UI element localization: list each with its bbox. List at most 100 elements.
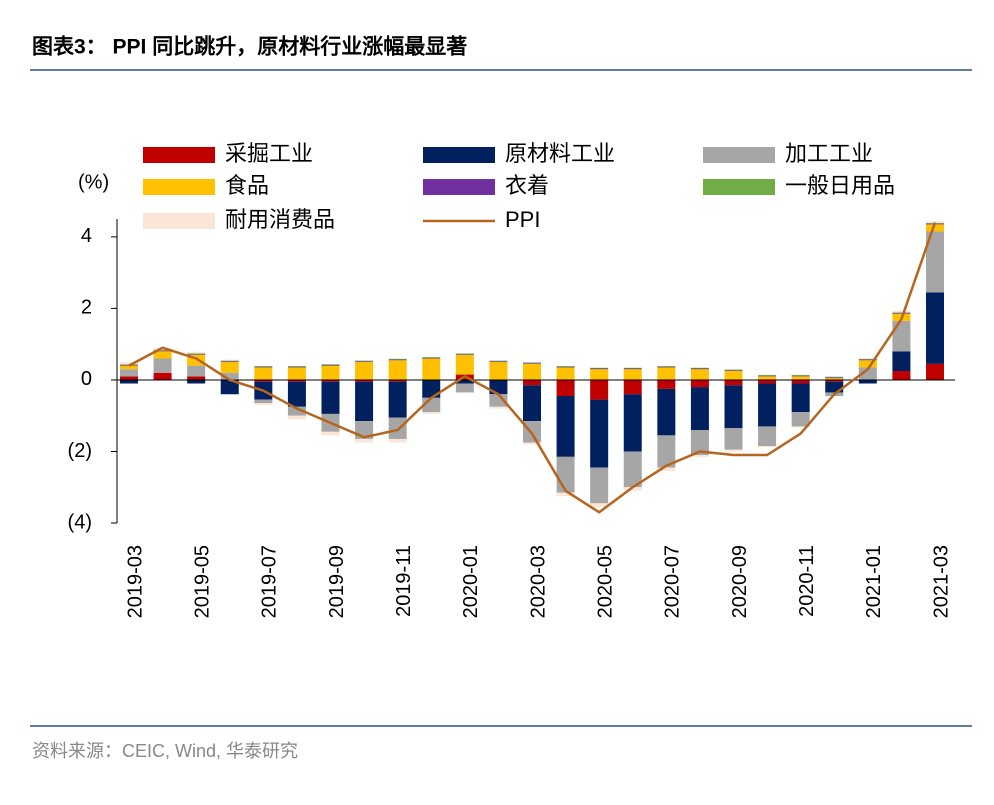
bar-segment xyxy=(455,353,474,355)
bar-segment xyxy=(422,357,441,359)
bar-segment xyxy=(690,379,709,388)
bar-segment xyxy=(926,231,944,293)
bar-segment xyxy=(926,221,944,223)
bar-segment xyxy=(153,351,172,359)
bar-segment xyxy=(623,367,642,369)
bar-segment xyxy=(187,351,206,354)
bar-segment xyxy=(657,366,676,368)
bar-segment xyxy=(321,365,340,380)
bar-segment xyxy=(724,379,743,386)
bar-segment xyxy=(623,379,642,395)
bar-segment xyxy=(287,381,306,407)
bar-segment xyxy=(489,406,508,409)
bar-segment xyxy=(724,449,743,452)
bar-segment xyxy=(791,426,810,428)
bar-segment xyxy=(220,379,239,395)
bar-segment xyxy=(287,379,306,382)
legend-swatch xyxy=(703,147,775,163)
bar-segment xyxy=(724,428,743,450)
bar-segment xyxy=(523,363,541,364)
bar-segment xyxy=(388,379,407,382)
source-note: 资料来源：CEIC, Wind, 华泰研究 xyxy=(32,741,298,761)
bar-segment xyxy=(388,359,407,361)
bar-segment xyxy=(791,412,810,427)
bar-segment xyxy=(120,379,138,384)
y-axis-label: (%) xyxy=(78,171,109,193)
bar-segment xyxy=(657,467,676,472)
legend-label: PPI xyxy=(505,207,540,232)
y-tick-label: 2 xyxy=(81,297,92,319)
bar-segment xyxy=(287,367,306,380)
bar-segment xyxy=(758,426,777,447)
bar-segment xyxy=(791,383,810,413)
legend-label: 食品 xyxy=(225,173,269,198)
bar-segment xyxy=(254,365,273,367)
legend-label: 原材料工业 xyxy=(505,141,615,166)
bar-segment xyxy=(590,379,609,400)
bar-segment xyxy=(321,379,340,382)
bar-segment xyxy=(892,320,911,352)
bar-segment xyxy=(892,313,911,314)
bar-segment xyxy=(321,364,340,365)
bar-segment xyxy=(523,442,541,445)
bar-segment xyxy=(321,431,340,436)
bar-segment xyxy=(892,310,911,313)
y-tick-label: 4 xyxy=(81,225,92,247)
bar-segment xyxy=(724,371,743,380)
chart-title: 图表3： PPI 同比跳升，原材料行业涨幅最显著 xyxy=(32,35,467,59)
bar-segment xyxy=(825,378,844,380)
bar-segment xyxy=(556,456,575,493)
bar-segment xyxy=(422,357,441,358)
bar-segment xyxy=(858,358,877,360)
bar-segment xyxy=(858,359,877,361)
x-tick-label: 2021-01 xyxy=(863,545,885,618)
legend-label: 衣着 xyxy=(505,173,549,198)
bar-segment xyxy=(556,365,575,367)
bar-segment xyxy=(791,375,810,377)
bar-segment xyxy=(220,361,239,363)
legend-swatch xyxy=(703,179,775,195)
bar-segment xyxy=(254,403,273,405)
bar-segment xyxy=(657,388,676,436)
x-tick-label: 2021-03 xyxy=(930,545,952,618)
bar-segment xyxy=(926,224,944,232)
bar-segment xyxy=(623,451,642,488)
bar-segment xyxy=(120,376,138,380)
bar-segment xyxy=(355,381,374,422)
bar-segment xyxy=(455,354,474,355)
bar-segment xyxy=(690,387,709,431)
bar-segment xyxy=(355,438,374,443)
bar-segment xyxy=(422,412,441,414)
bar-segment xyxy=(220,360,239,362)
bar-segment xyxy=(220,362,239,373)
bar-segment xyxy=(556,396,575,457)
x-tick-label: 2019-03 xyxy=(124,545,146,618)
bar-segment xyxy=(489,362,508,380)
bar-segment xyxy=(388,417,407,439)
bar-segment xyxy=(791,379,810,384)
bar-segment xyxy=(153,358,172,373)
y-tick-label: (4) xyxy=(68,511,92,533)
bar-segment xyxy=(590,369,609,380)
bar-segment xyxy=(825,376,844,378)
bar-segment xyxy=(556,492,575,497)
bar-segment xyxy=(858,379,877,384)
x-tick-label: 2020-07 xyxy=(662,545,684,618)
bar-segment xyxy=(120,365,138,370)
bar-segment xyxy=(455,354,474,375)
bar-segment xyxy=(556,366,575,368)
bar-segment xyxy=(657,365,676,367)
bar-segment xyxy=(926,292,944,364)
bar-segment xyxy=(153,350,172,352)
bar-segment xyxy=(523,385,541,422)
bar-segment xyxy=(690,430,709,456)
bar-segment xyxy=(892,371,911,380)
bar-segment xyxy=(287,415,306,420)
bar-segment xyxy=(590,368,609,370)
bar-segment xyxy=(926,363,944,380)
legend-swatch xyxy=(143,179,215,195)
bar-segment xyxy=(690,369,709,380)
bar-segment xyxy=(590,503,609,507)
bar-segment xyxy=(556,379,575,397)
bar-segment xyxy=(153,349,172,351)
